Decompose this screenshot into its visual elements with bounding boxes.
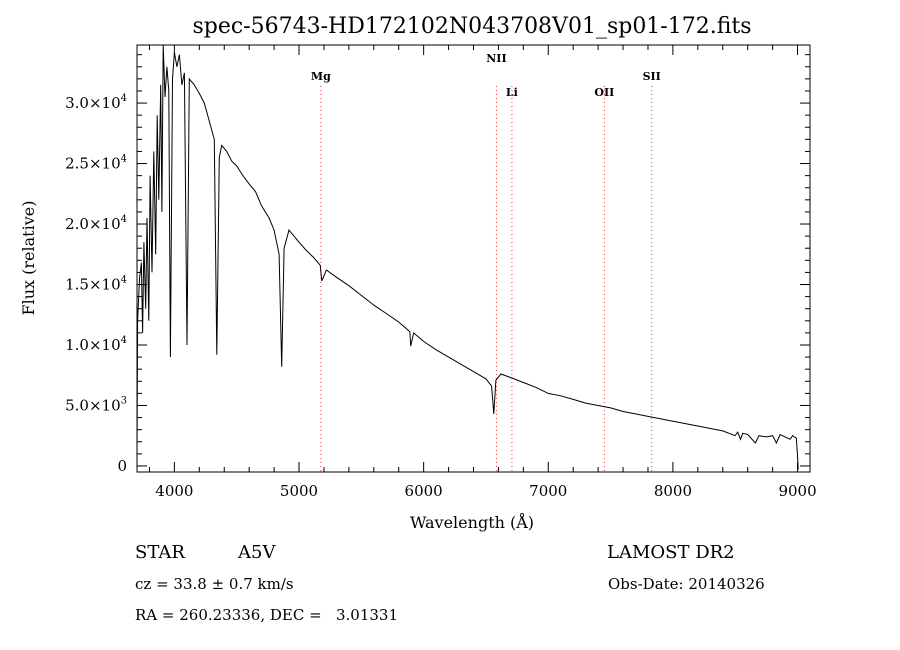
- object-subclass: A5V: [237, 542, 276, 563]
- line-label-sii: SII: [643, 70, 661, 83]
- line-label-mg: Mg: [311, 70, 331, 83]
- y-axis-ticks: 0 5.0×103 1.0×104 1.5×104 2.0×104 2.5×104 3.0×…: [65, 54, 810, 475]
- x-tick-label: 8000: [654, 482, 692, 500]
- redshift-info: cz = 33.8 ± 0.7 km/s: [135, 575, 294, 593]
- x-tick-label: 4000: [155, 482, 193, 500]
- y-tick-label: 1.5×104: [65, 275, 127, 294]
- y-tick-label: 5.0×103: [65, 395, 127, 414]
- y-tick-label: 3.0×104: [65, 93, 127, 112]
- y-axis-label: Flux (relative): [19, 201, 38, 316]
- x-tick-label: 6000: [405, 482, 443, 500]
- line-label-nii: NII: [486, 52, 506, 65]
- x-axis-label: Wavelength (Å): [410, 512, 534, 532]
- y-tick-label: 2.5×104: [65, 154, 127, 173]
- object-class: STAR: [135, 542, 185, 563]
- obs-date: Obs-Date: 20140326: [608, 575, 765, 593]
- series-line-flux: [136, 44, 799, 470]
- spectral-line-markers: Mg NII Li OII SII: [311, 52, 661, 472]
- x-tick-label: 7000: [529, 482, 567, 500]
- y-tick-label: 1.0×104: [65, 335, 127, 354]
- x-axis-ticks: 4000 5000 6000 7000 8000 9000: [148, 45, 817, 500]
- line-label-oii: OII: [594, 86, 614, 99]
- line-label-li: Li: [506, 86, 518, 99]
- x-tick-label: 9000: [778, 482, 816, 500]
- coordinates: RA = 260.23336, DEC = 3.01331: [135, 606, 398, 624]
- x-tick-label: 5000: [280, 482, 318, 500]
- chart-title: spec-56743-HD172102N043708V01_sp01-172.f…: [192, 14, 751, 39]
- survey-label: LAMOST DR2: [607, 542, 735, 563]
- y-tick-label: 0: [117, 457, 127, 475]
- y-tick-label: 2.0×104: [65, 214, 127, 233]
- plot-frame: [136, 44, 811, 473]
